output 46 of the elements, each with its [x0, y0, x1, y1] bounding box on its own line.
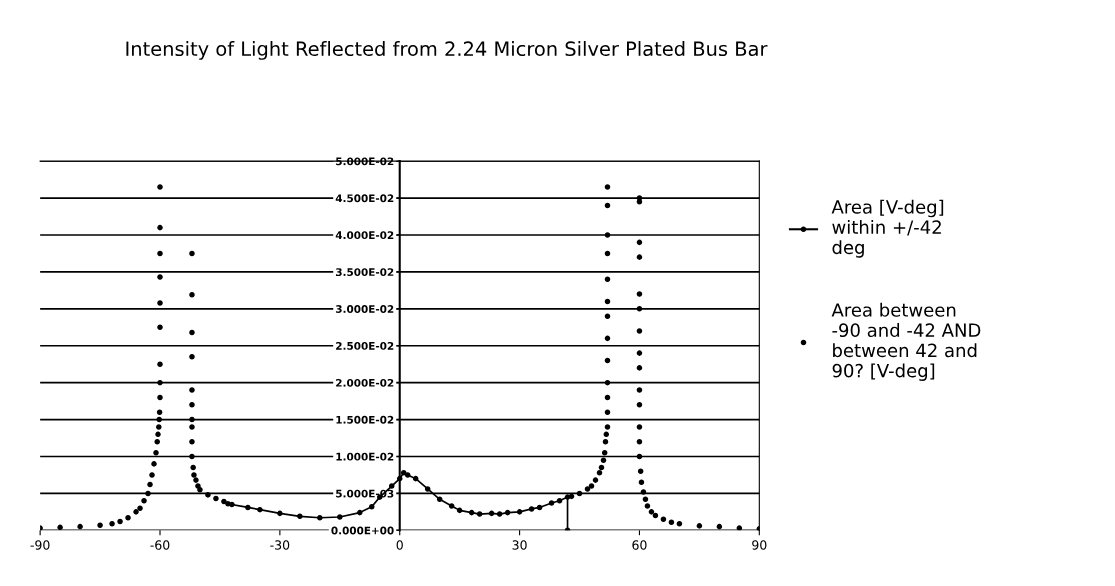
y-tick-label: 1.500E-02	[336, 415, 394, 424]
point	[564, 494, 571, 500]
point	[368, 503, 375, 510]
point	[404, 472, 411, 478]
point	[297, 513, 303, 520]
point	[436, 496, 443, 503]
point	[388, 483, 395, 489]
legend-label: Area between -90 and -42 AND between 42 and 90? [V-deg]	[831, 302, 981, 381]
point	[424, 486, 431, 492]
point	[317, 514, 323, 521]
point	[548, 500, 555, 506]
legend-label: Area [V-deg] within +/-42 deg	[831, 199, 944, 258]
point	[528, 506, 535, 512]
x-tick-label: 30	[512, 540, 527, 550]
point	[556, 498, 563, 504]
y-tick-label: 3.500E-02	[335, 268, 394, 277]
point	[456, 507, 463, 514]
y-tick-label: 3.000E-02	[335, 305, 394, 313]
point	[476, 511, 483, 517]
point	[396, 475, 403, 482]
x-tick-label: 90	[752, 540, 767, 550]
x-tick-label: -90	[30, 540, 50, 550]
point	[277, 510, 283, 517]
point	[448, 503, 455, 509]
x-tick-label: 0	[396, 540, 403, 550]
y-tick-label: 0.000E+00	[331, 526, 394, 535]
point	[337, 514, 343, 520]
y-tick-label: 2.500E-02	[336, 341, 394, 350]
point	[536, 504, 543, 511]
x-tick-label: -30	[270, 540, 290, 550]
y-tick-label: 2.000E-02	[336, 378, 394, 387]
point	[245, 504, 251, 511]
point	[496, 511, 503, 517]
y-tick-label: 4.500E-02	[335, 194, 394, 203]
point	[412, 475, 419, 482]
x-tick-label: -60	[150, 540, 170, 550]
point	[468, 509, 475, 516]
point	[356, 509, 363, 516]
point	[504, 509, 511, 516]
y-tick-label: 4.000E-02	[335, 231, 394, 240]
point	[516, 509, 523, 515]
y-tick-label: 1.000E-02	[336, 452, 394, 461]
chart-title: Intensity of Light Reflected from 2.24 Micron Silver Plated Bus Bar	[126, 41, 768, 60]
point	[488, 510, 495, 517]
x-tick-label: 60	[632, 540, 647, 550]
point	[257, 506, 263, 513]
